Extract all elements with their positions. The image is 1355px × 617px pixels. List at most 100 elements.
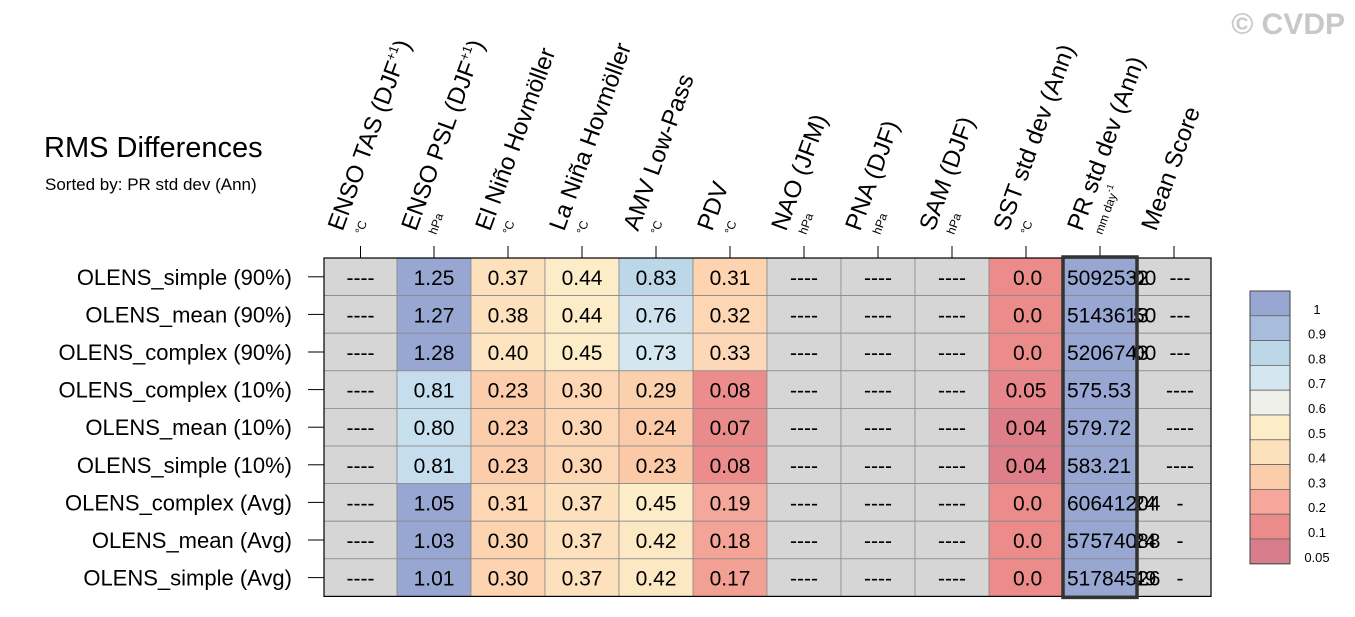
cell-value: 5092532 — [1067, 267, 1149, 290]
heatmap-cell — [692, 257, 768, 296]
colorbar-swatch — [1249, 513, 1291, 540]
heatmap-cell — [914, 407, 990, 447]
cell-value: 0.0 — [1013, 304, 1042, 327]
cell-value: ---- — [347, 267, 375, 290]
column-unit: °C — [352, 218, 370, 236]
colorbar-label: 0.7 — [1308, 376, 1326, 391]
colorbar-swatch — [1249, 439, 1291, 465]
column-unit: °C — [648, 218, 666, 236]
column-header: SAM (DJF)hPa — [914, 113, 980, 236]
chart-title: RMS Differences — [44, 132, 263, 164]
heatmap-cell — [323, 370, 398, 409]
cell-value: ---- — [347, 380, 375, 403]
cell-value: 0.30 — [562, 380, 603, 403]
cell-value: ---- — [347, 417, 375, 440]
heatmap-cell — [544, 558, 620, 597]
colorbar-label: 0.3 — [1308, 475, 1326, 490]
heatmap-cell — [470, 520, 546, 560]
heatmap-cell — [766, 407, 842, 447]
cell-value: 0.05 — [1006, 380, 1047, 403]
heatmap-cell — [396, 558, 472, 597]
row-label: OLENS_complex (Avg) — [65, 490, 292, 515]
heatmap-cell — [1062, 520, 1138, 560]
cell-value: ---- — [347, 530, 375, 553]
cell-value: ---- — [938, 530, 966, 553]
cell-value: 0.76 — [636, 304, 677, 327]
column-label: ENSO PSL (DJF+1) — [395, 36, 490, 234]
heatmap-cell — [470, 407, 546, 447]
heatmap-cell — [840, 558, 916, 597]
cell-value: 0.37 — [562, 568, 603, 591]
colorbar-swatch — [1249, 389, 1291, 416]
column-header: PNA (DJF)hPa — [840, 117, 905, 236]
cell-value: 0.45 — [562, 342, 603, 365]
column-label: Mean Score — [1136, 103, 1206, 234]
cell-value: 0.0 — [1013, 267, 1042, 290]
heatmap-cell — [988, 558, 1064, 597]
heatmap-cell — [544, 520, 620, 560]
cell-value: ---- — [347, 304, 375, 327]
column-unit: °C — [1018, 218, 1036, 236]
cell-value: 575.53 — [1067, 380, 1131, 403]
heatmap-cell — [840, 332, 916, 372]
colorbar-swatch — [1249, 464, 1291, 490]
heatmap-cell — [766, 445, 842, 484]
column-header: Mean Score — [1136, 103, 1206, 234]
cell-value: 0.37 — [562, 492, 603, 515]
column-unit: hPa — [870, 211, 891, 236]
cell-value: 0.23 — [488, 455, 529, 478]
cell-value: 0.42 — [636, 568, 677, 591]
heatmap-cell — [618, 370, 694, 409]
heatmap-cell — [544, 483, 620, 522]
heatmap-cell — [396, 520, 472, 560]
heatmap-cell — [1062, 332, 1138, 372]
cell-value: 0.40 — [488, 342, 529, 365]
heatmap-cell — [544, 407, 620, 447]
heatmap-cell — [323, 483, 398, 522]
heatmap-cell — [396, 295, 472, 334]
cell-value: 00 — [1133, 342, 1156, 365]
row-labels: OLENS_simple (90%) OLENS_mean (90%) OLENS_… — [58, 265, 324, 591]
cell-value: ---- — [790, 380, 818, 403]
colorbar-swatch — [1249, 488, 1291, 515]
cell-value: ---- — [864, 304, 892, 327]
cell-value: 0.0 — [1013, 492, 1042, 515]
colorbar-label: 0.4 — [1308, 451, 1326, 466]
column-unit: hPa — [944, 211, 965, 236]
cell-value: 0.81 — [414, 455, 455, 478]
cell-value: 0.30 — [562, 455, 603, 478]
column-label: ENSO TAS (DJF+1) — [322, 36, 417, 234]
cell-value: 0.33 — [710, 342, 751, 365]
cell-value: 0.19 — [710, 492, 751, 515]
column-label: El Niño Hovmöller — [470, 44, 561, 234]
heatmap-cell — [544, 445, 620, 484]
heatmap-cell — [840, 483, 916, 522]
cell-value: 0.24 — [636, 417, 677, 440]
cell-value: 24 — [1133, 492, 1157, 515]
heatmap-cell — [470, 370, 546, 409]
heatmap-cell — [766, 295, 842, 334]
column-header: NAO (JFM)hPa — [766, 111, 833, 236]
column-header: PDV°C — [692, 178, 739, 236]
colorbar-label: 0.2 — [1308, 500, 1326, 515]
heatmap-cell — [914, 558, 990, 597]
cell-value: ---- — [790, 492, 818, 515]
column-unit: °C — [500, 218, 518, 236]
heatmap-cell — [914, 370, 990, 409]
cell-value: 0.81 — [414, 380, 455, 403]
column-headers: ENSO TAS (DJF+1)°C ENSO PSL (DJF+1)hPa El … — [322, 36, 1206, 258]
cell-value: 0.29 — [636, 380, 677, 403]
cell-value: 24 — [1133, 530, 1157, 553]
cell-value: ---- — [790, 530, 818, 553]
heatmap-cell — [396, 445, 472, 484]
cell-value: ---- — [864, 568, 892, 591]
cell-value: 0.44 — [562, 267, 603, 290]
cell-value: 1.05 — [414, 492, 455, 515]
cell-value: ---- — [790, 417, 818, 440]
colorbar-label: 1 — [1313, 302, 1320, 317]
row-label: OLENS_complex (90%) — [58, 340, 292, 365]
cell-value: 5206743 — [1067, 342, 1149, 365]
colorbar-swatch — [1249, 538, 1291, 565]
cell-value: 0.18 — [710, 530, 751, 553]
heatmap-cell — [914, 332, 990, 372]
